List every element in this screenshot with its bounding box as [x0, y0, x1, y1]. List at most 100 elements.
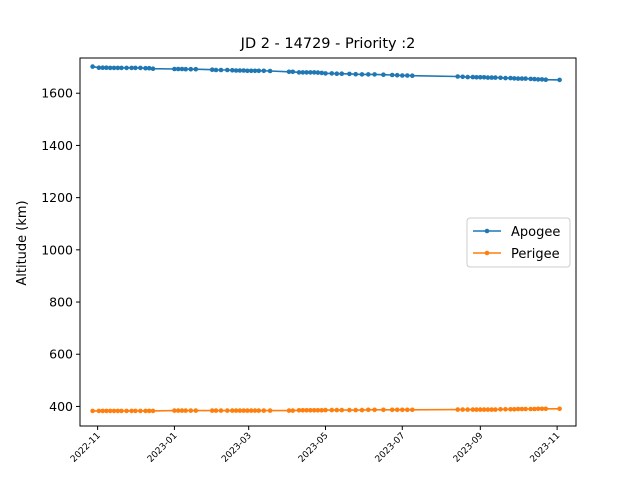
apogee-point — [124, 65, 129, 71]
perigee-point — [400, 407, 405, 413]
perigee-point — [124, 408, 129, 414]
apogee-point — [329, 71, 335, 76]
apogee-point — [323, 71, 328, 76]
y-tick-label: 1200 — [41, 190, 73, 205]
plot-frame — [79, 57, 577, 427]
apogee-point — [150, 66, 156, 71]
perigee-point — [100, 408, 105, 414]
perigee-point — [535, 406, 541, 412]
series-perigee — [90, 406, 562, 414]
plot-series — [90, 64, 562, 414]
apogee-point — [400, 73, 405, 78]
perigee-point — [493, 407, 498, 412]
perigee-point — [252, 408, 258, 413]
perigee-point — [503, 407, 508, 412]
perigee-point — [410, 407, 415, 413]
perigee-point — [455, 407, 461, 412]
perigee-point — [523, 406, 528, 412]
apogee-point — [138, 65, 143, 71]
perigee-point — [241, 408, 246, 413]
apogee-point — [498, 75, 503, 81]
apogee-point — [267, 68, 273, 74]
perigee-point — [133, 408, 138, 414]
y-tick-label: 1000 — [41, 242, 73, 257]
perigee-point — [347, 407, 352, 413]
perigee-point — [543, 406, 549, 412]
perigee-point — [498, 407, 503, 412]
apogee-point — [539, 77, 545, 82]
perigee-point — [311, 408, 317, 413]
perigee-point — [308, 408, 313, 413]
y-axis-label: Altitude (km) — [15, 200, 30, 285]
perigee-point — [389, 407, 395, 413]
apogee-point — [319, 70, 325, 76]
apogee-point — [175, 66, 181, 72]
apogee-point — [503, 75, 508, 81]
apogee-point — [256, 68, 262, 74]
perigee-point — [460, 407, 466, 412]
perigee-point — [478, 407, 483, 412]
apogee-point — [225, 67, 230, 73]
apogee-point — [465, 74, 471, 80]
perigee-point — [245, 408, 250, 413]
apogee-point — [489, 75, 495, 80]
apogee-point — [535, 77, 541, 82]
apogee-point — [512, 76, 517, 81]
perigee-point — [183, 408, 188, 413]
apogee-point — [218, 67, 224, 73]
legend-apogee-marker — [484, 228, 490, 234]
perigee-point — [329, 407, 335, 413]
apogee-point — [107, 65, 113, 71]
perigee-point — [359, 407, 365, 413]
perigee-point — [90, 408, 95, 414]
apogee-point — [233, 68, 239, 73]
y-tick-label: 600 — [49, 347, 73, 362]
perigee-point — [209, 408, 215, 413]
apogee-point — [478, 75, 483, 80]
perigee-point — [304, 408, 309, 413]
perigee-point — [138, 408, 143, 414]
apogee-point — [381, 72, 386, 77]
perigee-point — [172, 408, 177, 413]
perigee-point — [465, 407, 471, 412]
apogee-point — [359, 72, 365, 77]
apogee-point — [470, 74, 476, 80]
apogee-point — [252, 68, 258, 74]
perigee-point — [296, 408, 302, 413]
perigee-point — [267, 408, 273, 413]
apogee-point — [230, 68, 235, 73]
apogee-point — [213, 67, 219, 73]
apogee-point — [557, 77, 562, 83]
perigee-point — [528, 406, 533, 412]
perigee-point — [381, 407, 386, 413]
perigee-point — [290, 408, 296, 413]
perigee-point — [474, 407, 479, 412]
apogee-point — [100, 65, 105, 70]
legend-perigee-marker — [484, 250, 490, 256]
apogee-point — [172, 66, 177, 72]
apogee-point — [308, 70, 313, 75]
perigee-point — [107, 408, 113, 414]
perigee-point — [366, 407, 371, 413]
apogee-point — [129, 65, 134, 71]
perigee-point — [532, 406, 537, 412]
legend-perigee-label: Perigee — [511, 247, 560, 262]
perigee-point — [485, 407, 491, 412]
perigee-point — [339, 407, 345, 413]
apogee-point — [474, 75, 479, 80]
apogee-point — [96, 65, 102, 70]
perigee-point — [150, 408, 156, 414]
perigee-point — [372, 407, 377, 413]
apogee-point — [300, 70, 306, 75]
perigee-point — [470, 407, 476, 412]
apogee-point — [241, 68, 246, 73]
apogee-point — [455, 74, 461, 79]
apogee-point — [209, 67, 215, 72]
perigee-point — [213, 408, 219, 413]
perigee-point — [111, 408, 117, 414]
apogee-point — [532, 76, 537, 82]
perigee-point — [237, 408, 243, 413]
perigee-point — [405, 407, 410, 413]
perigee-point — [319, 408, 325, 413]
apogee-point — [481, 75, 487, 80]
